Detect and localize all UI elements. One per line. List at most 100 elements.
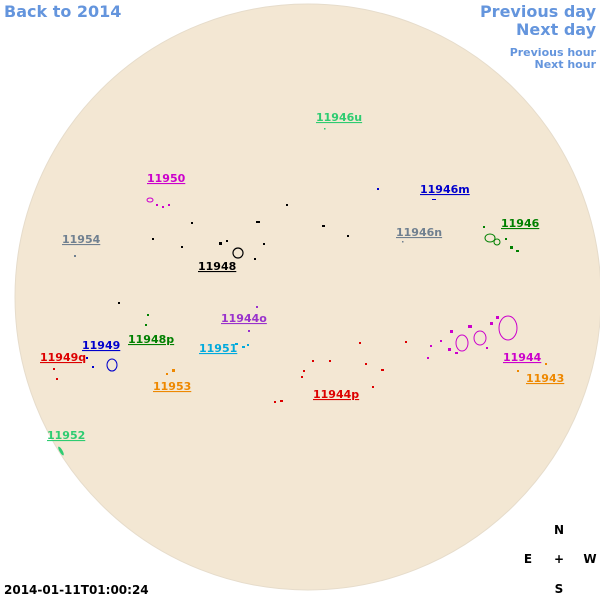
spot [377, 188, 379, 190]
spot [455, 334, 469, 352]
region-label[interactable]: 11952 [47, 429, 85, 442]
timestamp: 2014-01-11T01:00:24 [4, 583, 149, 597]
spot [162, 206, 164, 208]
spot [147, 314, 149, 316]
spot [510, 246, 513, 249]
region-spots [166, 369, 175, 375]
spot [517, 370, 519, 372]
region-label[interactable]: 11944p [313, 388, 359, 401]
spot [301, 376, 303, 378]
region-label[interactable]: 11944o [221, 312, 267, 325]
region-spots [274, 341, 407, 403]
spot [516, 250, 519, 252]
spot [232, 247, 244, 259]
spot [254, 258, 256, 260]
region-spots [248, 306, 258, 332]
solar-disk [14, 3, 600, 591]
spot [219, 242, 222, 245]
spot [58, 446, 64, 456]
spot [53, 368, 55, 370]
region-label[interactable]: 11948p [128, 333, 174, 346]
spot [381, 369, 384, 371]
spot [168, 204, 170, 206]
region-label[interactable]: 11946 [501, 217, 540, 230]
spot [118, 302, 120, 304]
spot [468, 325, 472, 328]
compass-south: S [555, 582, 564, 596]
spot [405, 341, 407, 343]
spot [263, 243, 265, 245]
sunspots [53, 128, 547, 456]
spot [166, 373, 168, 375]
region-spots [118, 204, 349, 304]
back-link[interactable]: Back to 2014 [4, 2, 121, 21]
next-hour-link[interactable]: Next hour [535, 58, 597, 71]
spot [156, 204, 158, 206]
spot [430, 345, 432, 347]
previous-hour-link[interactable]: Previous hour [510, 46, 597, 59]
spot [483, 226, 485, 228]
spot [347, 235, 349, 237]
spot [280, 400, 283, 402]
spot [286, 204, 288, 206]
spot [256, 306, 258, 308]
spot [486, 347, 488, 349]
spot [256, 221, 260, 223]
spot [440, 340, 442, 342]
region-spots [517, 363, 547, 372]
region-label[interactable]: 11944 [503, 351, 542, 364]
compass-north: N [554, 523, 564, 537]
region-label[interactable]: 11954 [62, 233, 101, 246]
spot [181, 246, 183, 248]
spot [145, 324, 147, 326]
spot [191, 222, 193, 224]
region-label[interactable]: 11946n [396, 226, 442, 239]
previous-day-link[interactable]: Previous day [480, 2, 597, 21]
region-label[interactable]: 11950 [147, 172, 186, 185]
region-label[interactable]: 11946u [316, 111, 362, 124]
spot [247, 344, 249, 346]
region-spots [86, 357, 118, 372]
region-spots [53, 368, 58, 380]
region-label[interactable]: 11948 [198, 260, 236, 273]
spot [484, 233, 496, 243]
spot [545, 363, 547, 365]
region-spots [145, 314, 149, 326]
region-spots [377, 188, 436, 200]
spot [235, 343, 238, 345]
region-spots [483, 226, 519, 252]
region-label[interactable]: 11949 [82, 339, 120, 352]
region-spots [58, 446, 64, 456]
spot [152, 238, 154, 240]
next-day-link[interactable]: Next day [516, 20, 597, 39]
spot [312, 360, 314, 362]
spot [490, 322, 493, 325]
spot [226, 240, 228, 242]
spot [74, 255, 76, 257]
region-label[interactable]: 11943 [526, 372, 564, 385]
spot [146, 197, 154, 203]
region-spots [324, 128, 326, 130]
region-label[interactable]: 11946m [420, 183, 470, 196]
spot [359, 342, 361, 344]
spot [505, 238, 507, 240]
spot [498, 315, 518, 341]
compass-west: W [583, 552, 596, 566]
spot [365, 363, 367, 365]
spot [372, 386, 374, 388]
region-label[interactable]: 11951 [199, 342, 237, 355]
spot [248, 330, 250, 332]
region-spots [74, 255, 76, 257]
spot [450, 330, 453, 333]
region-label[interactable]: 11949q [40, 351, 86, 364]
spot [329, 360, 331, 362]
region-label[interactable]: 11953 [153, 380, 191, 393]
region-spots [146, 197, 170, 208]
compass-center: + [554, 552, 564, 566]
spot [455, 352, 458, 354]
spot [56, 378, 58, 380]
spot [92, 366, 94, 368]
region-spots [427, 315, 518, 359]
spot [242, 346, 245, 348]
spot [432, 199, 436, 200]
